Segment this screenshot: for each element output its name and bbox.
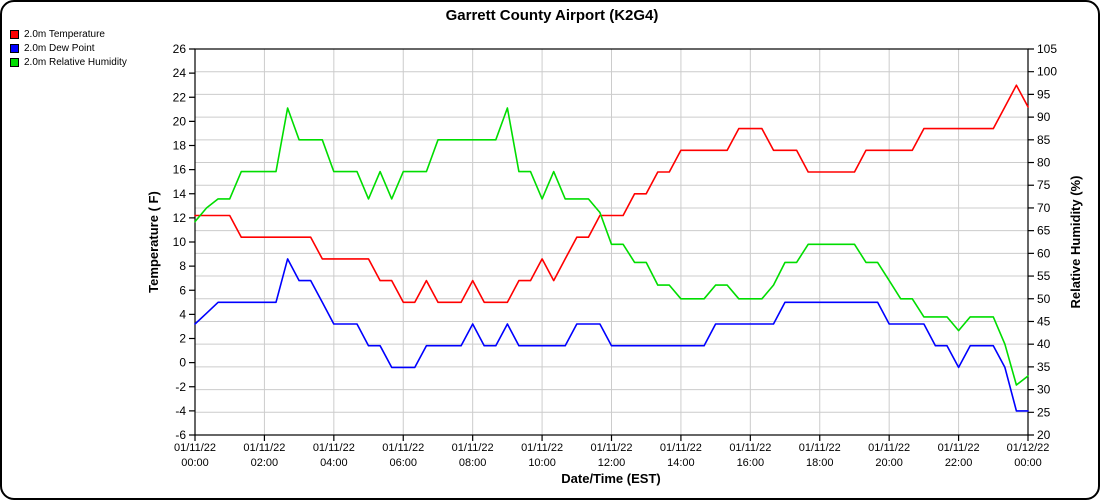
right-tick-label: 30	[1037, 383, 1051, 397]
relative-humidity-swatch-icon	[10, 58, 19, 67]
x-tick-date: 01/11/22	[521, 442, 563, 454]
x-tick-date: 01/11/22	[660, 442, 702, 454]
left-tick-label: 10	[173, 235, 187, 249]
legend: 2.0m Temperature 2.0m Dew Point 2.0m Rel…	[10, 29, 127, 68]
left-tick-label: 16	[173, 163, 187, 177]
chart-title: Garrett County Airport (K2G4)	[446, 7, 659, 24]
x-tick-time: 14:00	[667, 457, 695, 469]
right-tick-label: 65	[1037, 224, 1051, 238]
legend-item-temperature: 2.0m Temperature	[10, 29, 127, 40]
series-line--m-relative-humidity	[194, 107, 1029, 386]
right-axis-title: Relative Humidity (%)	[1068, 176, 1083, 309]
x-tick-time: 06:00	[389, 457, 417, 469]
x-axis-title: Date/Time (EST)	[561, 471, 660, 486]
left-tick-label: 22	[173, 90, 187, 104]
legend-label-temperature: 2.0m Temperature	[24, 29, 105, 40]
x-tick-time: 10:00	[528, 457, 556, 469]
right-tick-label: 40	[1037, 337, 1051, 351]
left-tick-label: 26	[173, 42, 187, 56]
right-tick-label: 85	[1037, 133, 1051, 147]
left-tick-label: -4	[175, 404, 186, 418]
right-tick-label: 55	[1037, 269, 1051, 283]
x-tick-time: 00:00	[1014, 457, 1042, 469]
x-tick-date: 01/11/22	[382, 442, 424, 454]
legend-label-relative-humidity: 2.0m Relative Humidity	[24, 57, 127, 68]
left-tick-label: 18	[173, 139, 187, 153]
x-tick-time: 18:00	[806, 457, 834, 469]
right-tick-label: 100	[1037, 65, 1057, 79]
series-line--m-temperature	[194, 84, 1029, 304]
right-tick-label: 70	[1037, 201, 1051, 215]
right-tick-label: 60	[1037, 246, 1051, 260]
left-tick-label: 4	[179, 307, 186, 321]
left-tick-label: 8	[179, 259, 186, 273]
left-tick-label: 20	[173, 114, 187, 128]
right-tick-label: 25	[1037, 405, 1051, 419]
x-tick-time: 00:00	[181, 457, 209, 469]
right-tick-label: 90	[1037, 110, 1051, 124]
right-tick-label: 105	[1037, 42, 1057, 56]
x-tick-time: 16:00	[737, 457, 765, 469]
x-tick-time: 12:00	[598, 457, 626, 469]
plot-layer: -6-4-20246810121416182022242620253035404…	[173, 42, 1058, 469]
legend-item-relative-humidity: 2.0m Relative Humidity	[10, 57, 127, 68]
left-tick-label: 0	[179, 356, 186, 370]
x-tick-date: 01/11/22	[243, 442, 285, 454]
x-tick-time: 04:00	[320, 457, 348, 469]
x-tick-time: 20:00	[875, 457, 903, 469]
left-tick-label: 12	[173, 211, 187, 225]
right-tick-label: 35	[1037, 360, 1051, 374]
left-tick-label: -6	[175, 428, 186, 442]
left-tick-label: 6	[179, 283, 186, 297]
right-tick-label: 45	[1037, 314, 1051, 328]
x-tick-date: 01/11/22	[452, 442, 494, 454]
dew-point-swatch-icon	[10, 44, 19, 53]
x-tick-date: 01/11/22	[729, 442, 771, 454]
x-tick-time: 08:00	[459, 457, 487, 469]
x-tick-time: 02:00	[251, 457, 279, 469]
x-tick-date: 01/12/22	[1007, 442, 1050, 454]
left-axis-title: Temperature ( F)	[146, 191, 161, 293]
left-tick-label: 14	[173, 187, 187, 201]
series-line--m-dew-point	[194, 258, 1029, 412]
x-tick-time: 22:00	[945, 457, 973, 469]
x-tick-date: 01/11/22	[313, 442, 355, 454]
left-tick-label: -2	[175, 380, 186, 394]
right-tick-label: 80	[1037, 156, 1051, 170]
x-tick-date: 01/11/22	[938, 442, 980, 454]
legend-item-dew-point: 2.0m Dew Point	[10, 43, 127, 54]
right-tick-label: 50	[1037, 292, 1051, 306]
right-tick-label: 95	[1037, 87, 1051, 101]
temperature-swatch-icon	[10, 30, 19, 39]
right-tick-label: 20	[1037, 428, 1051, 442]
right-tick-label: 75	[1037, 178, 1051, 192]
legend-label-dew-point: 2.0m Dew Point	[24, 43, 95, 54]
left-tick-label: 24	[173, 66, 187, 80]
x-tick-date: 01/11/22	[799, 442, 841, 454]
x-tick-date: 01/11/22	[590, 442, 632, 454]
x-tick-date: 01/11/22	[174, 442, 216, 454]
left-tick-label: 2	[179, 332, 186, 346]
x-tick-date: 01/11/22	[868, 442, 910, 454]
